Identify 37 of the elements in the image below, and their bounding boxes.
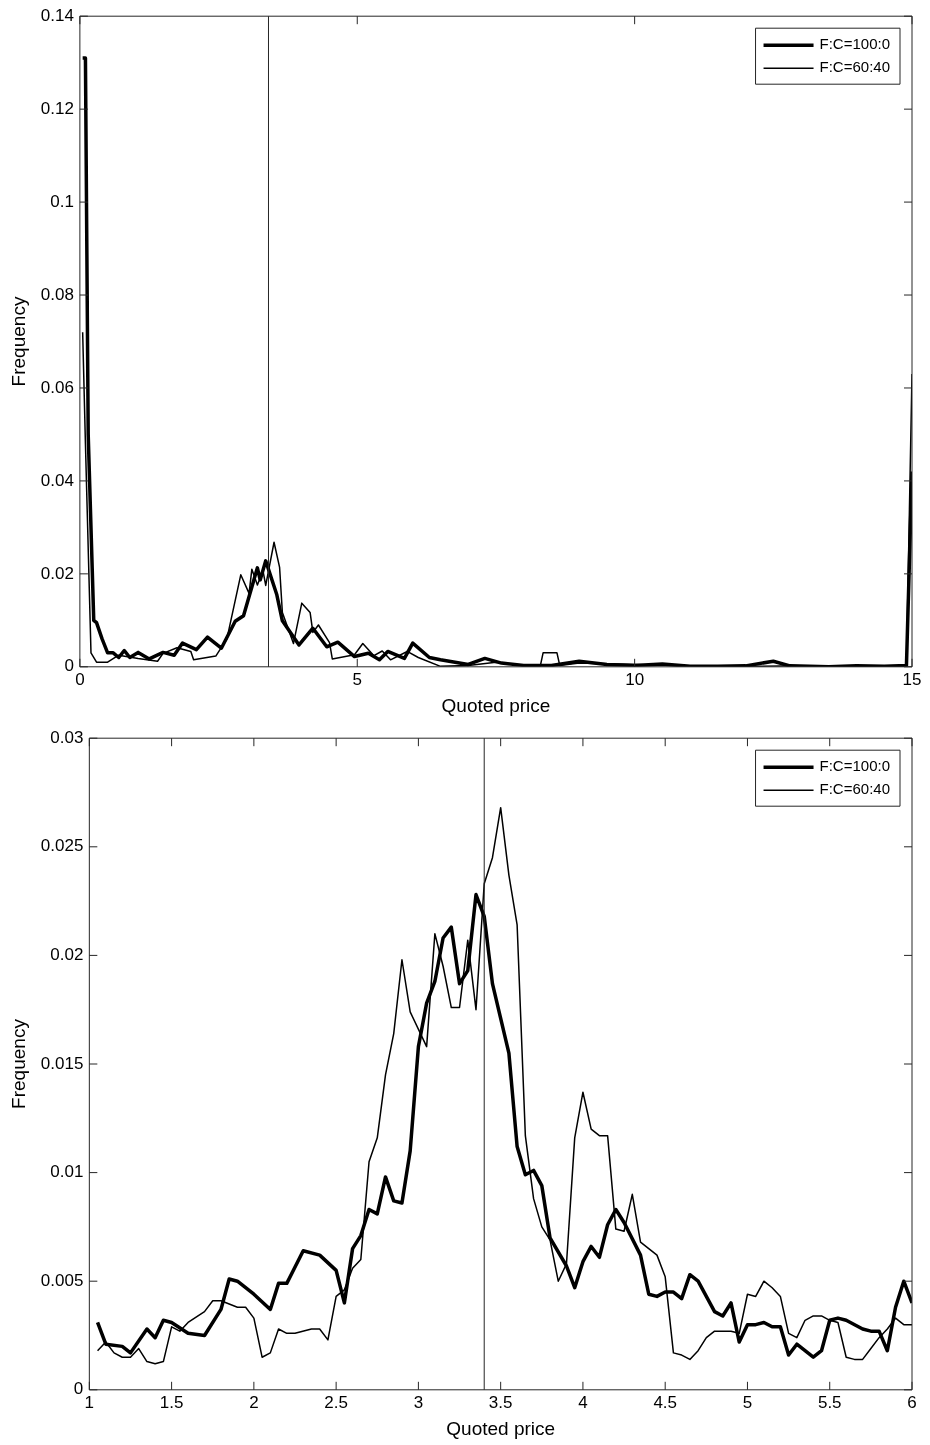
x-tick-label: 5 [352, 669, 362, 689]
x-tick-label: 2.5 [324, 1392, 348, 1412]
y-tick-label: 0.02 [50, 945, 84, 965]
legend-label: F:C=100:0 [819, 35, 891, 53]
x-tick-label: 5 [742, 1392, 753, 1412]
x-tick-label: 3 [413, 1392, 424, 1412]
y-tick-label: 0 [64, 656, 74, 676]
y-tick-label: 0.02 [40, 563, 74, 583]
y-tick-label: 0.06 [40, 377, 74, 397]
y-axis-title: Frequency [7, 296, 29, 387]
x-tick-label: 1 [84, 1392, 95, 1412]
x-axis-title: Quoted price [446, 1417, 556, 1439]
x-tick-label: 4.5 [653, 1392, 678, 1412]
y-axis-title: Frequency [7, 1018, 29, 1109]
y-tick-label: 0.04 [40, 470, 74, 490]
y-tick-label: 0.08 [40, 284, 74, 304]
legend-label: F:C=60:40 [819, 780, 891, 798]
x-tick-label: 4 [578, 1392, 588, 1412]
y-tick-label: 0.005 [40, 1270, 84, 1290]
x-tick-label: 6 [907, 1392, 917, 1412]
x-tick-label: 1.5 [159, 1392, 184, 1412]
x-axis-title: Quoted price [441, 694, 551, 716]
legend-label: F:C=100:0 [819, 757, 891, 775]
x-tick-label: 10 [625, 669, 645, 689]
y-tick-label: 0.025 [40, 836, 84, 856]
y-tick-label: 0.015 [40, 1053, 84, 1073]
y-tick-label: 0.14 [40, 5, 74, 25]
x-tick-label: 5.5 [817, 1392, 842, 1412]
x-tick-label: 3.5 [488, 1392, 513, 1412]
y-tick-label: 0.01 [50, 1162, 84, 1182]
x-tick-label: 2 [249, 1392, 259, 1412]
x-tick-label: 15 [902, 669, 922, 689]
legend-label: F:C=60:40 [819, 58, 891, 76]
y-tick-label: 0.12 [40, 98, 74, 118]
y-tick-label: 0.1 [50, 191, 74, 211]
y-tick-label: 0 [73, 1379, 84, 1399]
y-tick-label: 0.03 [50, 727, 84, 747]
